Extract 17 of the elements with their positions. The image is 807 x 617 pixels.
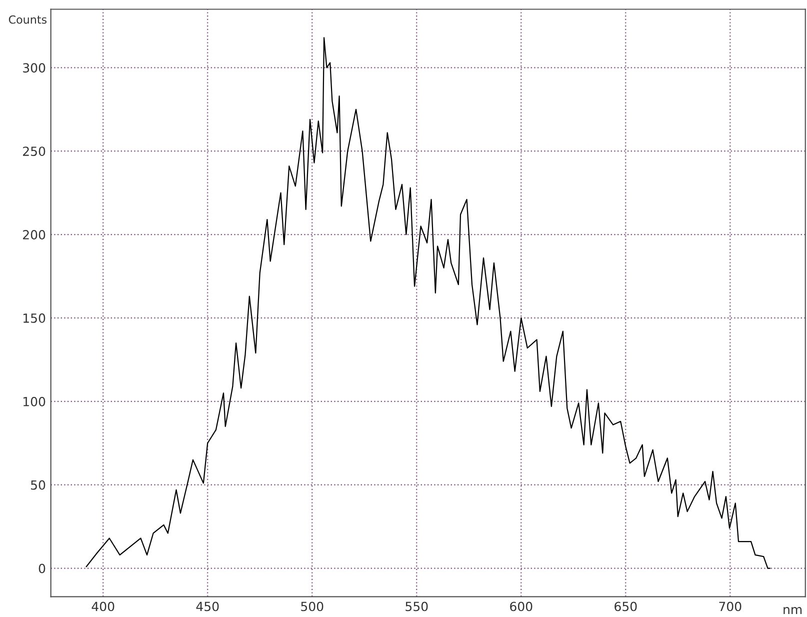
x-tick-label: 650 (614, 602, 637, 612)
x-tick-label: 450 (196, 602, 219, 612)
x-tick-label: 400 (92, 602, 114, 612)
y-tick-label: 200 (23, 230, 46, 240)
y-tick-label: 0 (38, 564, 46, 574)
x-tick-label: 600 (510, 602, 532, 612)
y-axis-title: Counts (8, 15, 47, 24)
y-tick-label: 150 (23, 313, 46, 323)
y-tick-label: 300 (23, 63, 46, 73)
x-tick-label: 700 (719, 602, 742, 612)
x-tick-label: 550 (406, 602, 428, 612)
y-tick-label: 250 (23, 146, 46, 156)
x-axis-title: nm (784, 606, 802, 614)
x-tick-label: 500 (301, 602, 324, 612)
y-tick-label: 100 (23, 396, 46, 406)
line-series (86, 37, 770, 569)
y-tick-label: 50 (31, 480, 46, 490)
